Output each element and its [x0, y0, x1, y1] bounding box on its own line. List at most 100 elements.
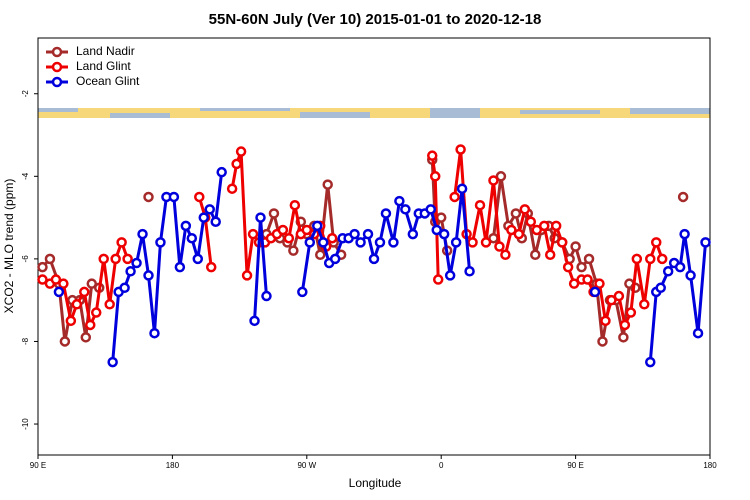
data-point [600, 315, 611, 327]
data-point [80, 332, 92, 343]
data-point [494, 241, 505, 252]
data-point [143, 191, 154, 203]
data-point [474, 199, 486, 211]
data-point [143, 270, 154, 281]
data-point [194, 191, 205, 203]
data-point [277, 224, 289, 236]
data-point [500, 249, 511, 261]
data-point [247, 228, 259, 240]
x-tick-label: 180 [166, 461, 180, 470]
data-point [86, 278, 98, 289]
y-axis-label: XCO2 - MLO trend (ppm) [2, 179, 16, 314]
x-tick-label: 90 W [297, 461, 316, 470]
data-point [192, 253, 204, 265]
x-tick-label: 90 E [567, 461, 583, 470]
data-point [467, 237, 478, 248]
data-point [432, 274, 444, 285]
legend-marker [51, 61, 63, 73]
data-point [304, 237, 316, 248]
data-point [429, 171, 441, 182]
y-tick-label: -4 [21, 172, 30, 180]
data-point [525, 216, 537, 227]
data-point [674, 261, 686, 273]
data-point [594, 278, 605, 289]
data-point [513, 228, 525, 240]
data-point [645, 253, 656, 265]
data-point [426, 150, 438, 161]
data-point [231, 158, 242, 170]
data-point [174, 261, 186, 273]
data-point [480, 237, 492, 248]
data-point [506, 224, 517, 236]
data-point [576, 261, 587, 273]
data-point [180, 220, 192, 232]
data-point [65, 315, 77, 327]
data-point [582, 274, 593, 285]
data-point [456, 183, 468, 194]
data-point [431, 224, 442, 236]
data-point [59, 336, 71, 347]
legend-label: Land Glint [76, 59, 131, 73]
data-point [655, 282, 666, 294]
data-point [137, 228, 148, 240]
data-point [125, 266, 136, 277]
data-point [119, 282, 130, 294]
data-point [186, 232, 198, 244]
data-point [388, 237, 399, 248]
data-point [268, 208, 280, 219]
data-point [631, 253, 643, 265]
legend-label: Ocean Glint [76, 74, 140, 88]
data-point [544, 249, 556, 261]
data-point [656, 253, 668, 265]
data-point [131, 257, 142, 269]
data-point [226, 183, 238, 194]
data-point [297, 286, 308, 298]
data-point [155, 237, 166, 248]
data-point [205, 261, 217, 273]
data-point [374, 237, 386, 248]
data-point [662, 266, 674, 277]
data-point [550, 220, 562, 232]
data-point [216, 166, 227, 178]
data-point [98, 253, 109, 265]
data-point [568, 278, 580, 289]
data-point [71, 299, 83, 310]
data-point [597, 336, 608, 347]
data-point [326, 232, 338, 244]
data-point [362, 228, 374, 240]
data-point [322, 179, 333, 190]
legend-marker [51, 76, 63, 88]
data-point [407, 228, 419, 240]
data-point [50, 274, 62, 285]
data-point [449, 191, 460, 203]
data-point [79, 286, 90, 298]
data-point [168, 191, 180, 203]
x-tick-label: 180 [703, 461, 717, 470]
data-point [210, 216, 221, 227]
data-point [312, 220, 323, 232]
y-tick-label: -6 [21, 255, 30, 263]
data-point [488, 175, 499, 186]
data-point [235, 146, 247, 157]
data-point [679, 228, 690, 240]
data-point [116, 237, 127, 248]
x-tick-label: 0 [439, 461, 444, 470]
data-point [107, 356, 118, 368]
data-point [510, 208, 522, 219]
data-point [53, 286, 65, 298]
data-point [606, 294, 617, 306]
data-point [400, 204, 411, 215]
data-point [314, 249, 326, 261]
data-point [613, 290, 625, 302]
data-point [685, 270, 696, 281]
chart-title: 55N-60N July (Ver 10) 2015-01-01 to 2020… [209, 11, 542, 28]
data-point [562, 261, 574, 273]
x-tick-label: 90 E [30, 461, 46, 470]
data-point [639, 299, 650, 310]
data-point [495, 171, 507, 182]
data-point [249, 315, 260, 327]
y-tick-label: -10 [21, 418, 30, 430]
data-point [380, 208, 392, 219]
data-point [104, 299, 115, 310]
